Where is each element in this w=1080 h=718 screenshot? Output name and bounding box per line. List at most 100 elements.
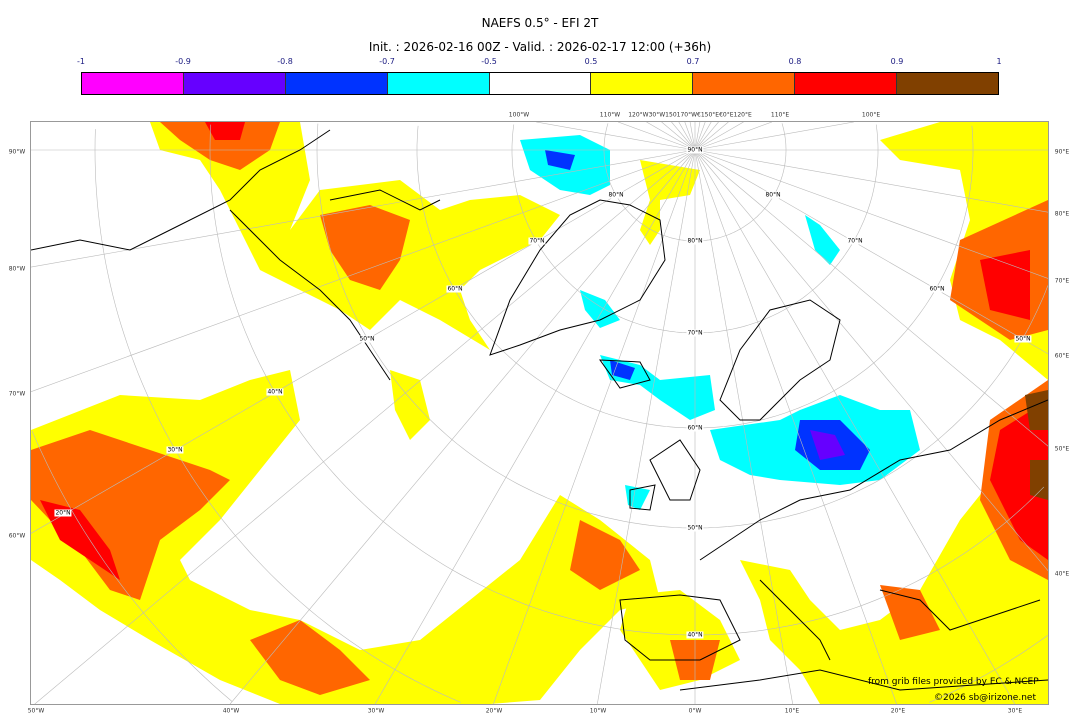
left-lon-label: 80°W	[8, 265, 26, 273]
latitude-label: 60°N	[686, 424, 704, 432]
colorbar-tick-label: 0.5	[584, 57, 598, 66]
latitude-label: 60°N	[928, 285, 946, 293]
meridian-line	[34, 149, 696, 704]
right-lon-label: 80°E	[1054, 210, 1070, 218]
meridian-line	[374, 149, 696, 704]
coastlines	[31, 129, 1048, 691]
right-lon-label: 60°E	[1054, 352, 1070, 360]
latitude-label: 60°N	[446, 285, 464, 293]
meridian-line	[694, 122, 854, 151]
latitude-label: 50°N	[1014, 335, 1032, 343]
latitude-circle	[511, 124, 879, 334]
right-lon-label: 90°E	[1054, 148, 1070, 156]
latitude-circle	[209, 124, 1045, 636]
latitude-circle	[416, 125, 974, 429]
meridian-line	[694, 122, 744, 151]
meridian-line	[493, 149, 696, 704]
bottom-lon-label: 10°E	[784, 707, 800, 715]
colorbar-tick-label: 0.9	[890, 57, 904, 66]
bottom-lon-label: 30°W	[367, 707, 385, 715]
colorbar-tick-label: -0.7	[379, 57, 395, 66]
meridian-line	[694, 149, 1048, 447]
right-lon-label: 70°E	[1054, 277, 1070, 285]
top-lon-label: 110°W	[599, 111, 621, 119]
bottom-lon-label: 20°W	[485, 707, 503, 715]
meridian-line	[617, 122, 696, 151]
graticule	[31, 122, 1048, 704]
colorbar-segment	[795, 73, 898, 94]
meridian-line	[694, 122, 729, 151]
latitude-label: 40°N	[686, 631, 704, 639]
colorbar-segment	[387, 73, 490, 94]
left-lon-label: 60°W	[8, 532, 26, 540]
meridian-line	[684, 122, 696, 151]
top-lon-label: 100°W	[508, 111, 530, 119]
meridian-line	[229, 149, 696, 704]
meridian-line	[671, 122, 696, 151]
meridian-line	[694, 149, 793, 704]
colorbar-tick-label: 1	[996, 57, 1002, 66]
chart-subtitle: Init. : 2026-02-16 00Z - Valid. : 2026-0…	[368, 40, 712, 54]
colorbar-tick-label: 0.8	[788, 57, 802, 66]
meridian-line	[31, 149, 696, 268]
meridian-line	[646, 122, 696, 151]
efi-field	[31, 122, 1048, 704]
latitude-label: 80°N	[686, 237, 704, 245]
meridian-line	[661, 122, 696, 151]
latitude-label: 40°N	[266, 388, 284, 396]
colorbar-segment	[183, 73, 286, 94]
bottom-lon-label: 0°W	[688, 707, 702, 715]
colorbar-tick-label: 0.7	[686, 57, 700, 66]
latitude-label: 70°N	[846, 237, 864, 245]
bottom-lon-label: 30°E	[1007, 707, 1023, 715]
latitude-circle	[31, 431, 233, 702]
meridian-line	[694, 149, 897, 704]
latitude-label: 50°N	[686, 524, 704, 532]
bottom-lon-label: 10°W	[589, 707, 607, 715]
colorbar-segment	[897, 73, 999, 94]
colorbar-segment	[82, 73, 184, 94]
meridian-line	[678, 122, 696, 151]
meridian-line	[694, 149, 1048, 213]
meridian-line	[694, 122, 701, 151]
meridian-line	[597, 149, 696, 704]
colorbar-tick-label: -1	[77, 57, 85, 66]
colorbar-segment	[285, 73, 388, 94]
right-lon-label: 40°E	[1054, 570, 1070, 578]
left-lon-label: 90°W	[8, 148, 26, 156]
meridian-line	[694, 149, 1016, 704]
bottom-lon-label: 50°W	[27, 707, 45, 715]
colorbar-tick-label: -0.5	[481, 57, 497, 66]
meridian-line	[31, 149, 696, 392]
meridian-line	[694, 122, 706, 151]
latitude-label: 20°N	[54, 509, 72, 517]
meridian-line	[694, 149, 1048, 279]
bottom-lon-label: 40°W	[222, 707, 240, 715]
latitude-label: 80°N	[607, 191, 625, 199]
meridian-line	[536, 122, 696, 151]
latitude-circle	[94, 129, 1048, 703]
colorbar-segment	[693, 73, 796, 94]
meridian-line	[694, 122, 719, 151]
meridian-line	[694, 122, 712, 151]
bottom-lon-label: 20°E	[890, 707, 906, 715]
top-lon-label: 100°E	[861, 111, 881, 119]
left-lon-label: 70°W	[8, 390, 26, 398]
right-lon-label: 50°E	[1054, 445, 1070, 453]
top-lon-label: 110°E	[770, 111, 790, 119]
colorbar-segment	[489, 73, 592, 94]
latitude-label: 70°N	[528, 237, 546, 245]
copyright-credit: ©2026 sb@irizone.net	[934, 693, 1036, 703]
map-canvas	[31, 122, 1048, 704]
data-source-credit: from grib files provided by EC & NCEP	[868, 677, 1039, 687]
colorbar-tick-label: -0.8	[277, 57, 293, 66]
latitude-circle	[603, 123, 787, 242]
top-lon-label: 120°W30°W150170°W€150°E€0°E120°E	[628, 111, 752, 119]
meridian-line	[694, 122, 773, 151]
chart-title: NAEFS 0.5° - EFI 2T	[481, 16, 599, 30]
colorbar-segment	[591, 73, 694, 94]
latitude-label: 80°N	[764, 191, 782, 199]
map	[30, 121, 1049, 705]
latitude-label: 50°N	[358, 335, 376, 343]
colorbar	[81, 72, 999, 95]
